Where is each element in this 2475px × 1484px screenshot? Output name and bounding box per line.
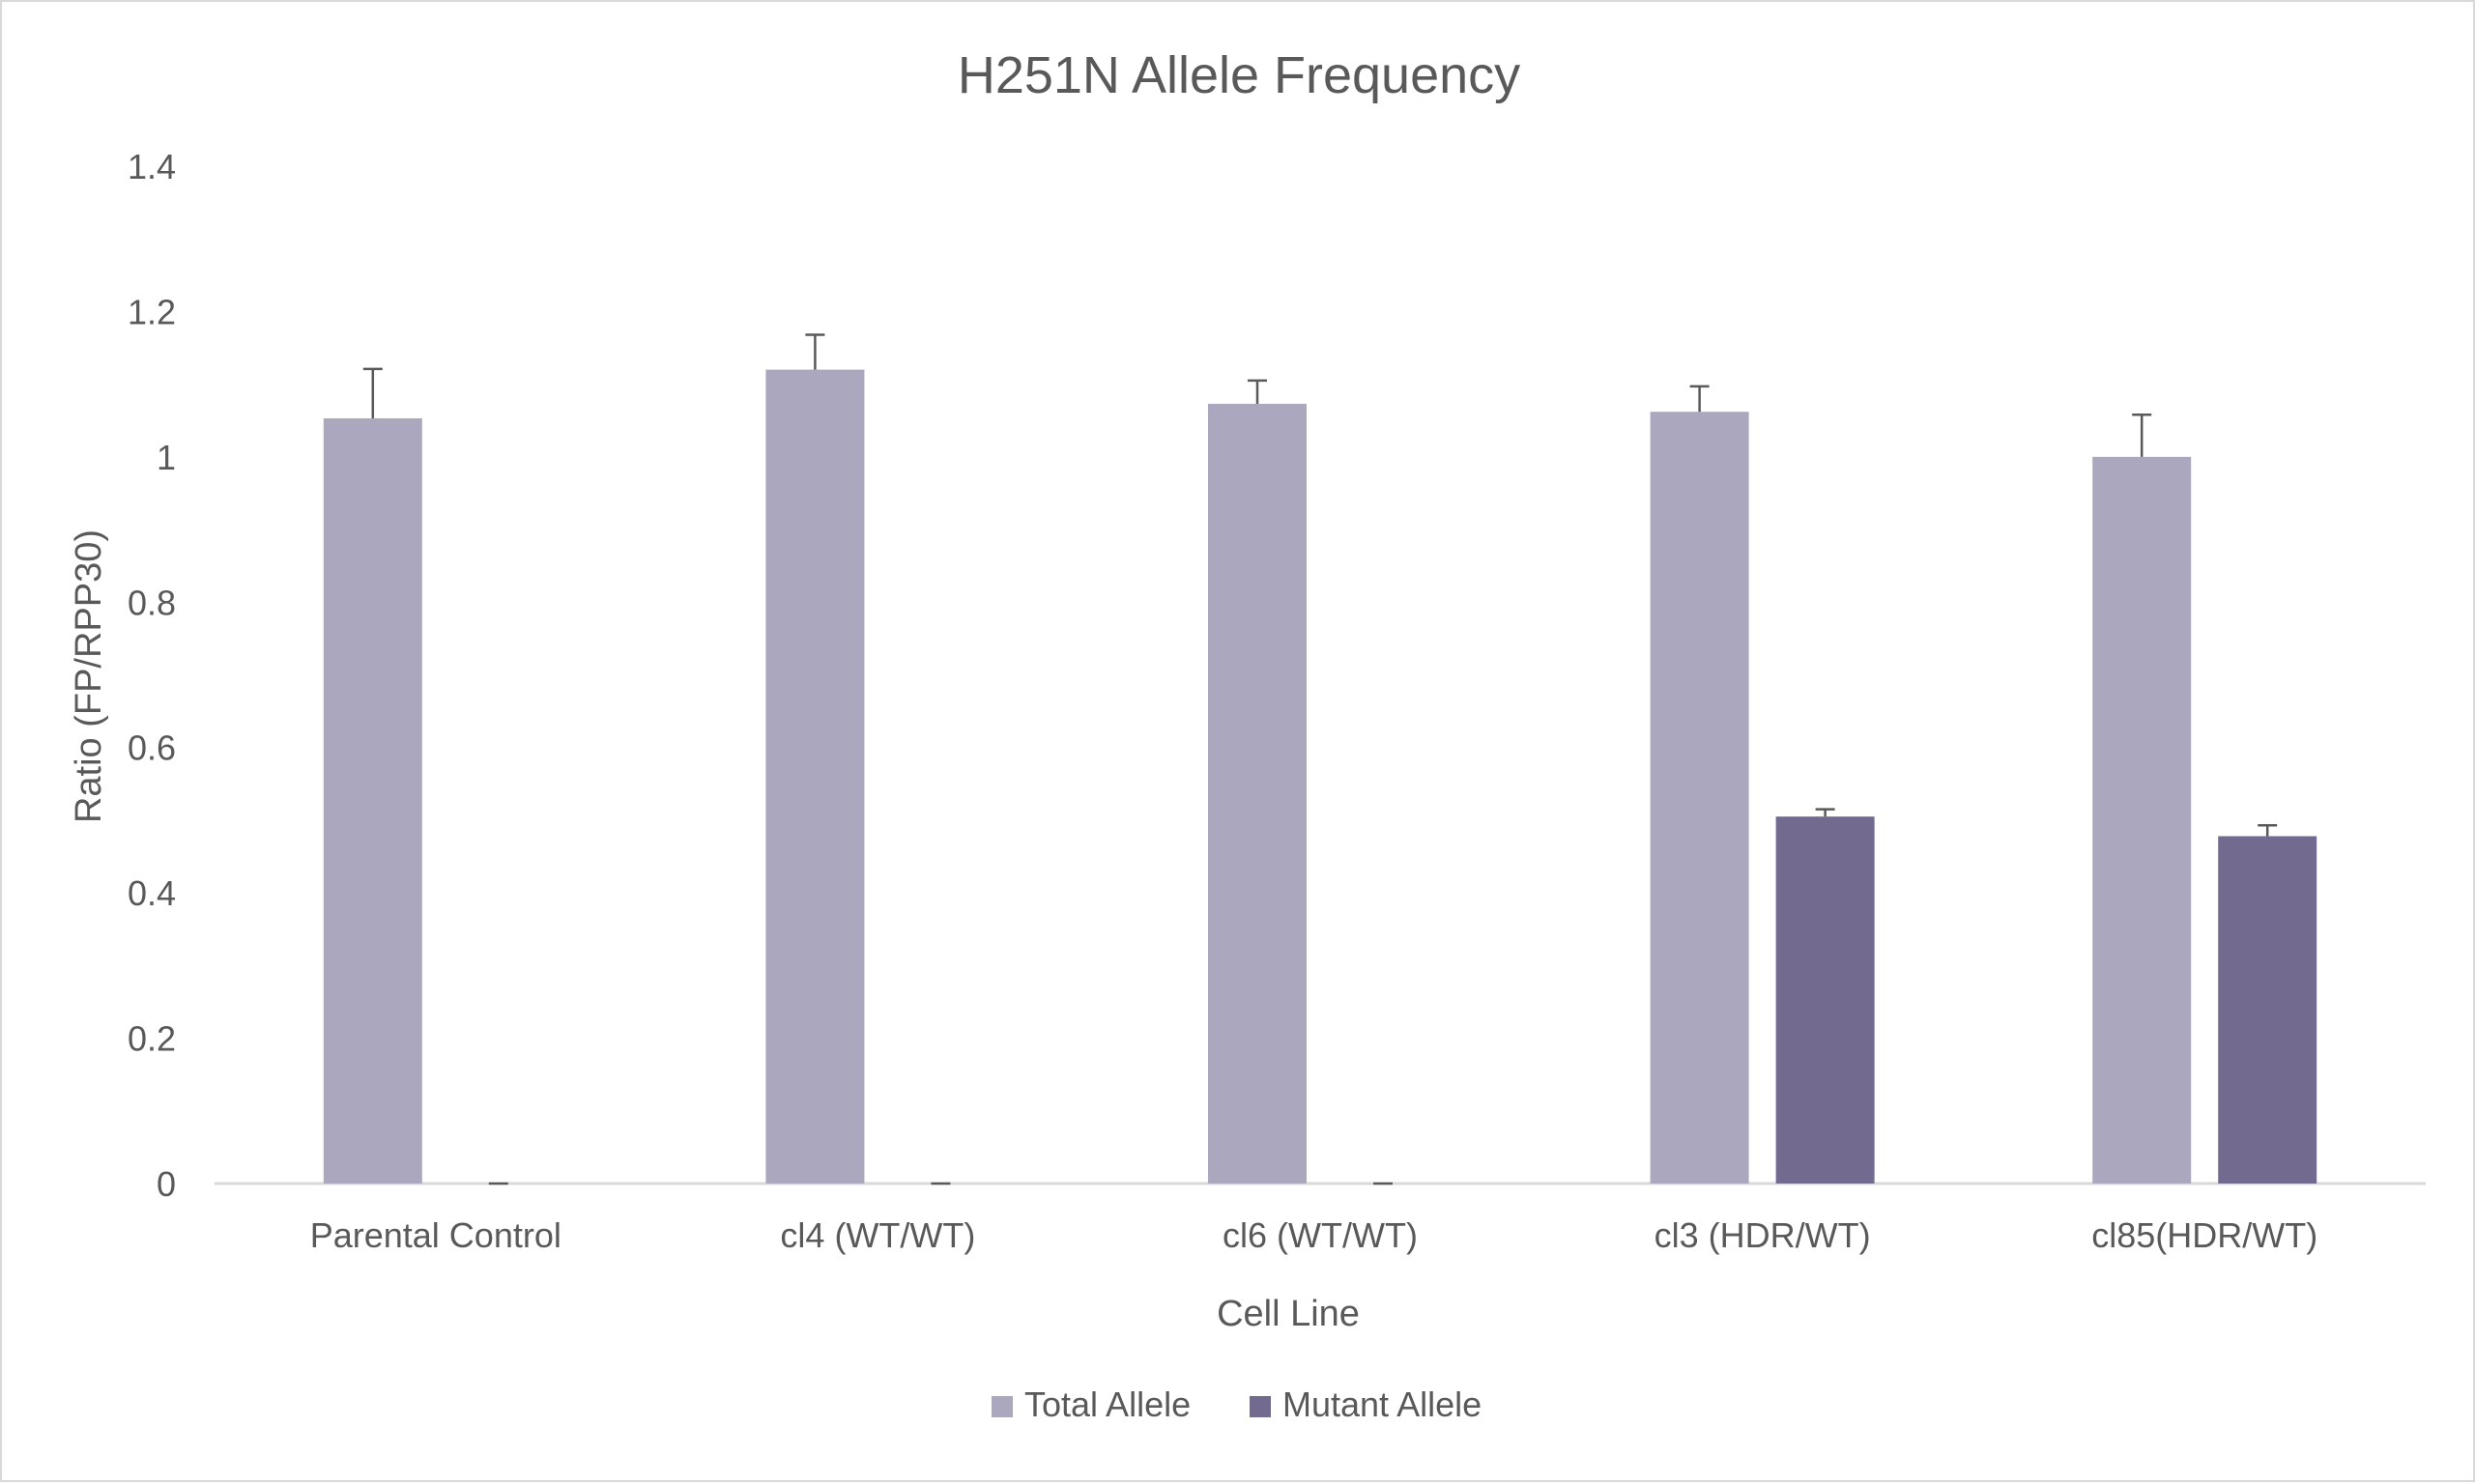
legend-label: Mutant Allele [1282,1384,1482,1424]
bar-mutant-allele [2218,836,2317,1184]
y-tick-label: 1.2 [128,292,176,331]
bar-total-allele [2092,456,2192,1184]
y-tick-label: 1 [157,438,176,477]
bar-mutant-allele [1775,816,1875,1184]
y-tick-label: 0 [157,1164,176,1204]
x-tick-label: cl3 (HDR/WT) [1655,1215,1871,1255]
y-tick-label: 0.6 [128,728,176,768]
y-axis-ticks: 0 0.2 0.4 0.6 0.8 1 1.2 1.4 [128,147,176,1204]
y-axis-label: Ratio (FP/RPP30) [69,529,109,823]
bars [323,369,2317,1184]
y-tick-label: 0.8 [128,583,176,622]
legend-swatch [992,1396,1013,1417]
x-tick-label: cl85(HDR/WT) [2091,1215,2317,1255]
x-tick-label: cl6 (WT/WT) [1223,1215,1418,1255]
bar-total-allele [1208,403,1307,1184]
error-bars [362,333,2278,1185]
legend-swatch [1250,1396,1271,1417]
legend-label: Total Allele [1024,1384,1191,1424]
legend: Total Allele Mutant Allele [992,1384,1482,1424]
bar-total-allele [1650,412,1749,1184]
x-axis-label: Cell Line [1217,1294,1360,1334]
y-tick-label: 0.2 [128,1019,176,1059]
chart-title: H251N Allele Frequency [958,46,1520,104]
x-axis-ticks: Parental Control cl4 (WT/WT) cl6 (WT/WT) cl… [310,1215,2317,1255]
bar-total-allele [765,369,865,1184]
bar-total-allele [323,417,422,1184]
y-tick-label: 0.4 [128,873,176,913]
x-tick-label: Parental Control [310,1215,561,1255]
y-tick-label: 1.4 [128,147,176,186]
x-tick-label: cl4 (WT/WT) [780,1215,975,1255]
